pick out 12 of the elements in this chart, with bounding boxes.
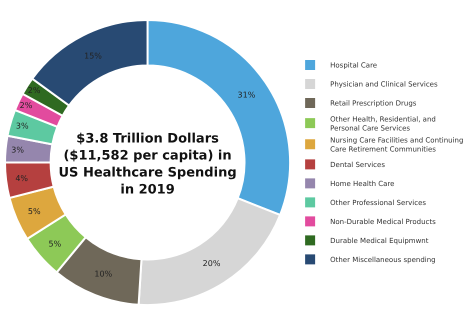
data-label: 31% [238, 90, 256, 100]
data-label: 20% [202, 259, 221, 268]
data-label: 3% [11, 146, 24, 155]
data-label: 10% [94, 269, 113, 278]
data-label: 3% [16, 122, 29, 131]
data-label: 15% [84, 51, 102, 60]
text: $3.8 Trillion Dollars ($11,582 per capita) in US Healthcare Spending in 2019 [58, 132, 237, 198]
data-label: 4% [15, 174, 28, 183]
data-label: 2% [28, 86, 41, 96]
data-label: 2% [20, 100, 33, 110]
data-label: 5% [48, 240, 62, 249]
data-label: 5% [28, 206, 41, 216]
